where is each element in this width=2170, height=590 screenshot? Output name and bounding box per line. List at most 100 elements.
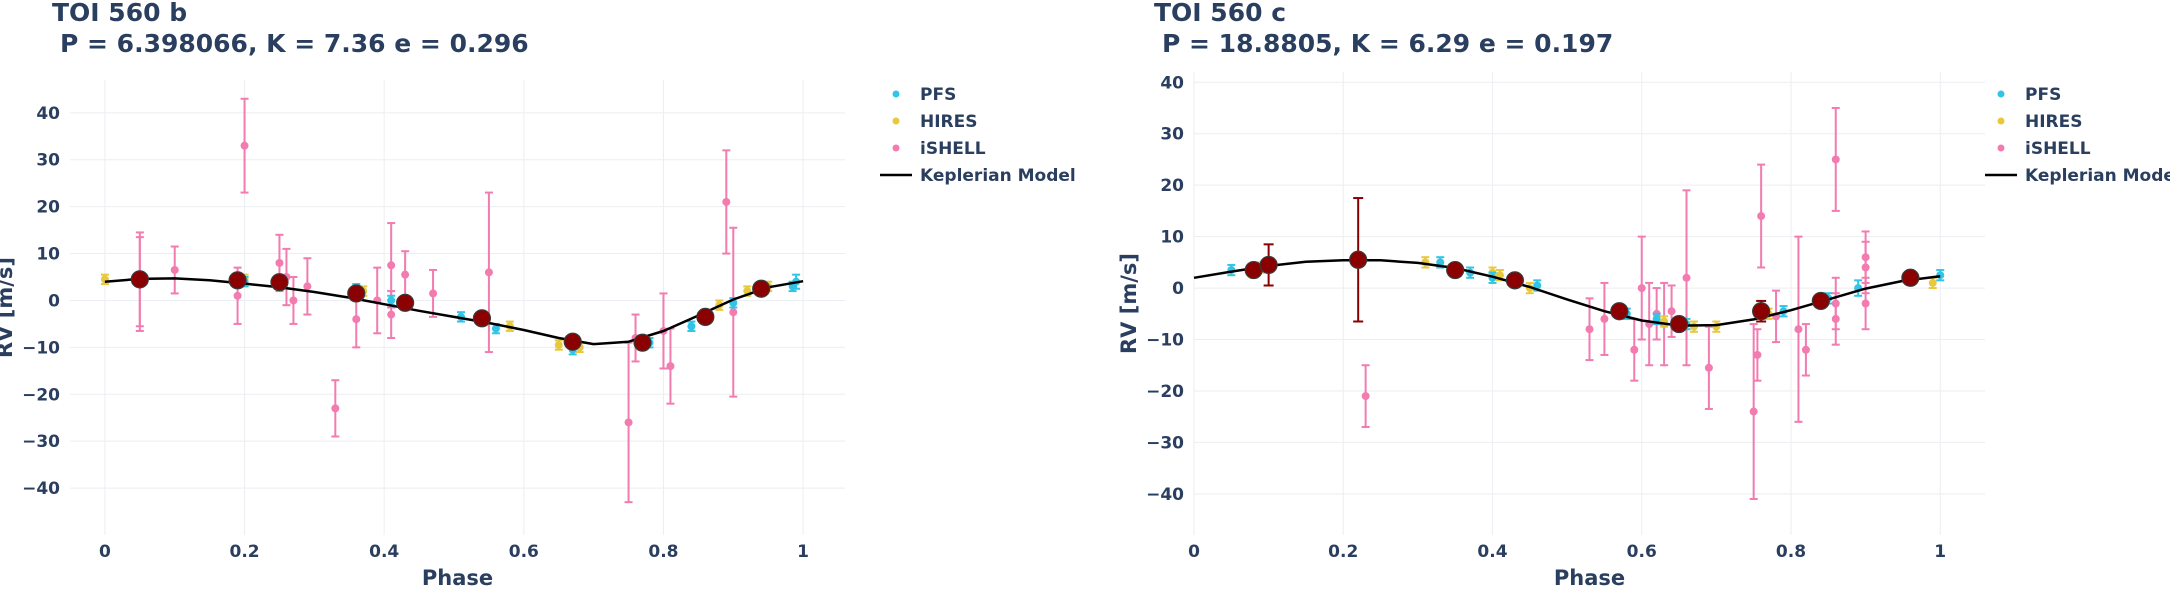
y-tick-label: −20 bbox=[22, 385, 60, 405]
pfs-point bbox=[491, 324, 500, 333]
ishell-point bbox=[1861, 253, 1870, 262]
ishell-point bbox=[1831, 155, 1840, 164]
ishell-point bbox=[722, 197, 731, 206]
binned-point bbox=[1901, 268, 1920, 287]
rv-chart-b: 0 0.2 0.4 0.6 0.8 1 −40 −30 −20 −10 0 10 20 30 40 Phase… bbox=[0, 80, 1076, 590]
legend-marker bbox=[892, 90, 900, 98]
pfs-point bbox=[387, 296, 396, 305]
chart-title: TOI 560 b bbox=[52, 0, 188, 27]
ishell-point bbox=[387, 261, 396, 270]
x-tick-label: 0.4 bbox=[1477, 542, 1507, 562]
binned-point bbox=[1349, 250, 1368, 269]
legend-marker bbox=[1997, 90, 2005, 98]
series-binned bbox=[1244, 197, 1920, 334]
chart-panel-b: TOI 560 b P = 6.398066, K = 7.36 e = 0.2… bbox=[0, 0, 1076, 590]
binned-point bbox=[472, 309, 492, 328]
binned-point bbox=[633, 333, 652, 352]
grid bbox=[70, 80, 845, 535]
legend: PFS HIRES iSHELL Keplerian Model bbox=[1985, 85, 2170, 186]
ishell-point bbox=[624, 418, 633, 427]
grid bbox=[1193, 72, 1985, 535]
binned-point bbox=[396, 293, 415, 312]
ishell-point bbox=[1757, 212, 1766, 221]
y-tick-label: 10 bbox=[1160, 228, 1184, 248]
x-tick-label: 1 bbox=[1934, 542, 1946, 562]
legend-marker bbox=[1997, 117, 2005, 125]
ishell-point bbox=[289, 296, 298, 305]
binned-point bbox=[228, 271, 247, 290]
y-tick-label: −30 bbox=[22, 432, 60, 452]
y-tick-label: 40 bbox=[36, 104, 60, 124]
x-tick-label: 0.8 bbox=[648, 542, 678, 562]
binned-point bbox=[1610, 302, 1629, 321]
binned-point bbox=[563, 332, 582, 351]
pfs-point bbox=[1533, 281, 1542, 290]
legend-label: PFS bbox=[920, 85, 956, 105]
ishell-point bbox=[170, 265, 179, 274]
series-binned bbox=[130, 270, 771, 352]
hires-point bbox=[1928, 278, 1937, 287]
chart-subtitle: P = 18.8805, K = 6.29 e = 0.197 bbox=[1162, 29, 1614, 58]
ishell-point bbox=[387, 310, 396, 319]
binned-point bbox=[270, 273, 289, 292]
ishell-point bbox=[275, 258, 284, 267]
y-tick-label: 0 bbox=[1172, 279, 1184, 299]
legend-marker bbox=[892, 144, 900, 152]
binned-point bbox=[347, 284, 366, 303]
x-tick-label: 0.6 bbox=[509, 542, 539, 562]
x-tick-label: 0.8 bbox=[1776, 542, 1806, 562]
legend-label: Keplerian Model bbox=[920, 166, 1076, 186]
legend-marker bbox=[1997, 144, 2005, 152]
y-tick-label: −30 bbox=[1146, 433, 1184, 453]
x-tick-label: 0.2 bbox=[229, 542, 259, 562]
ishell-point bbox=[352, 315, 361, 324]
ishell-point bbox=[429, 289, 438, 298]
y-tick-label: −10 bbox=[22, 338, 60, 358]
hires-point bbox=[554, 341, 563, 350]
ishell-point bbox=[233, 291, 242, 300]
ishell-point bbox=[331, 404, 340, 413]
ishell-point bbox=[1753, 350, 1762, 359]
legend-label: Keplerian Model bbox=[2025, 166, 2170, 186]
x-axis-label: Phase bbox=[422, 566, 493, 590]
x-tick-label: 0 bbox=[99, 542, 111, 562]
ishell-point bbox=[1667, 307, 1676, 316]
ishell-point bbox=[1801, 345, 1810, 354]
y-tick-label: 0 bbox=[48, 291, 60, 311]
chart-subtitle: P = 6.398066, K = 7.36 e = 0.296 bbox=[60, 29, 529, 58]
ishell-point bbox=[1682, 273, 1691, 282]
ishell-point bbox=[1794, 325, 1803, 334]
y-tick-label: −10 bbox=[1146, 331, 1184, 351]
legend-label: HIRES bbox=[2025, 112, 2083, 132]
binned-point bbox=[1752, 302, 1771, 321]
ishell-point bbox=[1600, 314, 1609, 323]
x-tick-label: 1 bbox=[797, 542, 809, 562]
ishell-point bbox=[1630, 345, 1639, 354]
x-tick-label: 0 bbox=[1188, 542, 1200, 562]
ishell-point bbox=[1637, 284, 1646, 293]
ishell-point bbox=[240, 141, 249, 150]
binned-point bbox=[696, 307, 715, 326]
ishell-point bbox=[1749, 407, 1758, 416]
binned-point bbox=[1669, 314, 1689, 334]
rv-chart-c: 0 0.2 0.4 0.6 0.8 1 −40 −30 −20 −10 0 10 20 30 40 Phase… bbox=[1117, 72, 2170, 590]
y-tick-label: −20 bbox=[1146, 382, 1184, 402]
legend-marker bbox=[892, 117, 900, 125]
series-ishell bbox=[135, 97, 738, 504]
series-pfs bbox=[233, 273, 801, 356]
series-hires bbox=[100, 271, 773, 354]
pfs-point bbox=[1936, 271, 1945, 280]
binned-point bbox=[1505, 271, 1524, 290]
y-tick-label: −40 bbox=[1146, 485, 1184, 505]
legend-label: iSHELL bbox=[2025, 139, 2091, 159]
legend: PFS HIRES iSHELL Keplerian Model bbox=[880, 85, 1076, 186]
y-tick-label: 10 bbox=[36, 245, 60, 265]
y-axis-label: RV [m/s] bbox=[0, 257, 17, 358]
x-tick-label: 0.4 bbox=[369, 542, 399, 562]
ishell-point bbox=[1704, 363, 1713, 372]
y-tick-label: 30 bbox=[36, 151, 60, 171]
pfs-point bbox=[687, 322, 696, 331]
binned-point bbox=[752, 279, 771, 298]
x-tick-label: 0.2 bbox=[1328, 542, 1358, 562]
y-tick-label: 30 bbox=[1160, 125, 1184, 145]
